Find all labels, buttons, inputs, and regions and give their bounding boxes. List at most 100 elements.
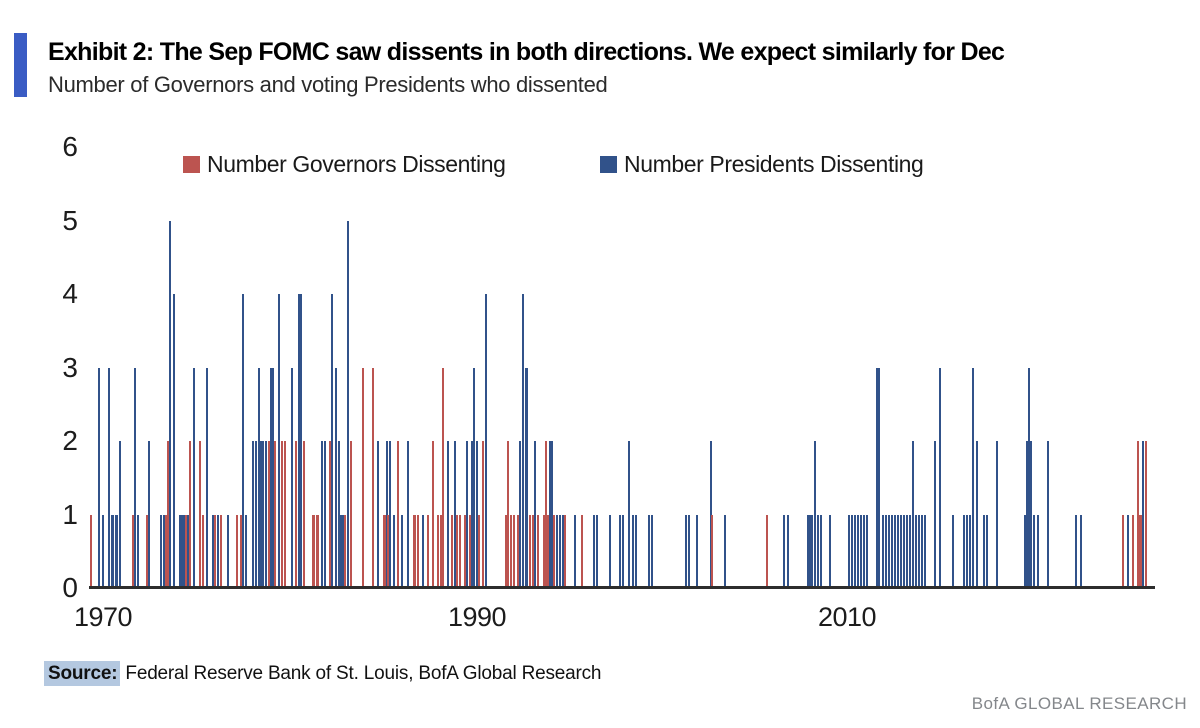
president-dissent-bar bbox=[169, 220, 171, 588]
president-dissent-bar bbox=[265, 441, 267, 588]
president-dissent-bar bbox=[217, 514, 219, 588]
y-tick-label: 3 bbox=[62, 351, 78, 383]
governor-dissent-bar bbox=[417, 514, 419, 588]
governor-dissent-bar bbox=[547, 514, 549, 588]
legend-label-presidents: Number Presidents Dissenting bbox=[624, 150, 924, 177]
governor-dissent-bar bbox=[350, 441, 352, 588]
president-dissent-bar bbox=[148, 441, 150, 588]
president-dissent-bar bbox=[473, 367, 475, 588]
governor-dissent-bar bbox=[1137, 441, 1139, 588]
exhibit-title: Exhibit 2: The Sep FOMC saw dissents in … bbox=[48, 38, 1005, 66]
president-dissent-bar bbox=[952, 514, 954, 588]
president-dissent-bar bbox=[98, 367, 100, 588]
governor-dissent-bar bbox=[372, 367, 374, 588]
president-dissent-bar bbox=[632, 514, 634, 588]
governor-dissent-bar bbox=[382, 514, 386, 588]
president-dissent-bar bbox=[891, 514, 893, 588]
governor-dissent-bar bbox=[581, 514, 583, 588]
president-dissent-bar bbox=[340, 514, 342, 588]
governor-dissent-bar bbox=[281, 441, 283, 588]
president-dissent-bar bbox=[1127, 514, 1129, 588]
president-dissent-bar bbox=[888, 514, 890, 588]
president-dissent-bar bbox=[900, 514, 902, 588]
governor-dissent-bar bbox=[553, 514, 555, 588]
president-dissent-bar bbox=[114, 514, 118, 588]
president-dissent-bar bbox=[593, 514, 595, 588]
governor-dissent-bar bbox=[303, 441, 305, 588]
president-dissent-bar bbox=[811, 514, 813, 588]
governor-dissent-bar bbox=[478, 514, 480, 588]
president-dissent-bar bbox=[939, 367, 941, 588]
plot-area bbox=[90, 147, 1150, 588]
president-dissent-bar bbox=[924, 514, 926, 588]
president-dissent-bar bbox=[619, 514, 621, 588]
governor-dissent-bar bbox=[1132, 514, 1134, 588]
governor-dissent-bar bbox=[412, 514, 416, 588]
president-dissent-bar bbox=[724, 514, 726, 588]
y-tick-label: 6 bbox=[62, 131, 78, 162]
president-dissent-bar bbox=[787, 514, 789, 588]
president-dissent-bar bbox=[857, 514, 859, 588]
governor-dissent-bar bbox=[146, 514, 148, 588]
governor-dissent-bar bbox=[202, 514, 204, 588]
governor-dissent-bar bbox=[469, 514, 471, 588]
president-dissent-bar bbox=[1047, 441, 1049, 588]
governor-dissent-bar bbox=[240, 514, 242, 588]
president-dissent-bar bbox=[866, 514, 868, 588]
president-dissent-bar bbox=[422, 514, 424, 588]
president-dissent-bar bbox=[108, 367, 110, 588]
president-dissent-bar bbox=[549, 441, 551, 588]
governor-dissent-bar bbox=[451, 514, 453, 588]
president-dissent-bar bbox=[389, 441, 391, 588]
governor-dissent-bar bbox=[505, 514, 507, 588]
president-dissent-bar bbox=[335, 367, 337, 588]
governor-dissent-bar bbox=[344, 514, 346, 588]
president-dissent-bar bbox=[969, 514, 971, 588]
president-dissent-bar bbox=[193, 367, 195, 588]
governor-dissent-bar bbox=[1139, 514, 1143, 588]
president-dissent-bar bbox=[996, 441, 998, 588]
governor-dissent-bar bbox=[132, 514, 134, 588]
y-tick-label: 2 bbox=[62, 425, 78, 456]
president-dissent-bar bbox=[227, 514, 229, 588]
president-dissent-bar bbox=[454, 441, 456, 588]
y-tick-label: 0 bbox=[62, 572, 78, 603]
governor-dissent-bar bbox=[482, 441, 484, 588]
governor-dissent-bar bbox=[397, 441, 399, 588]
governor-dissent-bar bbox=[236, 514, 238, 588]
president-dissent-bar bbox=[966, 514, 968, 588]
governor-dissent-bar bbox=[362, 367, 364, 588]
president-dissent-bar bbox=[783, 514, 785, 588]
president-dissent-bar bbox=[324, 441, 326, 588]
president-dissent-bar bbox=[556, 514, 558, 588]
president-dissent-bar bbox=[272, 367, 274, 588]
president-dissent-bar bbox=[876, 367, 878, 588]
president-dissent-bar bbox=[347, 220, 349, 588]
president-dissent-bar bbox=[212, 514, 214, 588]
president-dissent-bar bbox=[903, 514, 905, 588]
president-dissent-bar bbox=[252, 441, 254, 588]
president-dissent-bar bbox=[863, 514, 865, 588]
president-dissent-bar bbox=[860, 514, 862, 588]
president-dissent-bar bbox=[882, 514, 884, 588]
president-dissent-bar bbox=[1028, 367, 1030, 588]
president-dissent-bar bbox=[407, 441, 409, 588]
x-tick-label: 1970 bbox=[73, 602, 133, 632]
president-dissent-bar bbox=[137, 514, 139, 588]
president-dissent-bar bbox=[534, 441, 536, 588]
president-dissent-bar bbox=[976, 441, 978, 588]
governor-dissent-bar bbox=[214, 514, 216, 588]
governor-dissent-bar bbox=[329, 441, 331, 588]
president-dissent-bar bbox=[814, 441, 816, 588]
governor-dissent-bar bbox=[274, 441, 276, 588]
president-dissent-bar bbox=[447, 441, 449, 588]
president-dissent-bar bbox=[574, 514, 576, 588]
president-dissent-bar bbox=[134, 367, 136, 588]
president-dissent-bar bbox=[921, 514, 923, 588]
president-dissent-bar bbox=[1075, 514, 1077, 588]
president-dissent-bar bbox=[696, 514, 698, 588]
president-dissent-bar bbox=[1033, 514, 1035, 588]
y-tick-label: 4 bbox=[62, 278, 78, 309]
x-tick-label: 1990 bbox=[447, 602, 507, 632]
